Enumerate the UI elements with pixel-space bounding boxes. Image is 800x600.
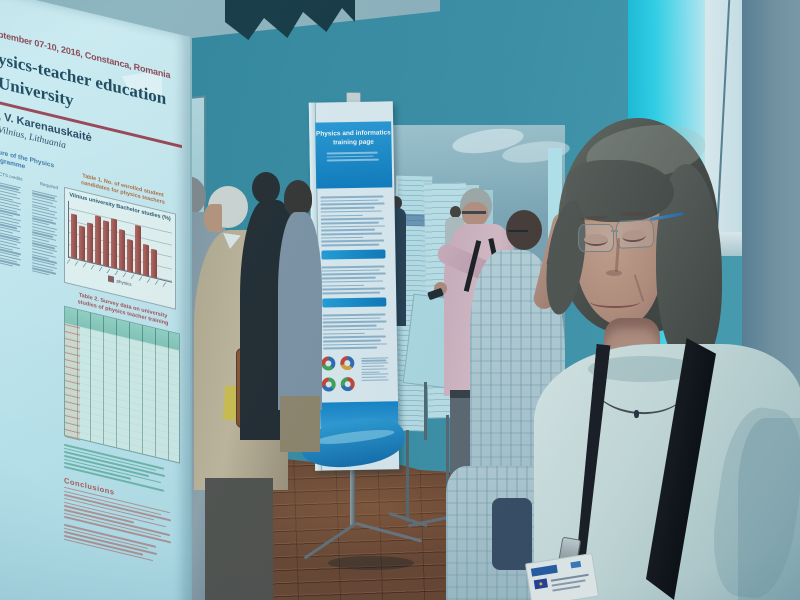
stand-shadow — [328, 556, 414, 570]
body-text-lines — [361, 355, 389, 382]
poster-header: Physics and informatics training page — [315, 121, 393, 189]
woman-nostril-shadow — [606, 270, 622, 276]
eu-flag-star — [539, 582, 543, 586]
woman-eye — [584, 234, 608, 246]
necklace-pendant — [634, 410, 639, 418]
right-column: Table 1. No. of enrolled student candida… — [64, 169, 182, 571]
chart-bar — [103, 219, 109, 267]
legend-swatch — [108, 275, 115, 283]
chart-bar — [127, 239, 133, 273]
numbers-column — [0, 179, 22, 270]
legend-label: physics — [116, 277, 132, 287]
background-attendee-2 — [450, 206, 461, 218]
header-title-line1: Physics and informatics — [315, 129, 391, 138]
donut — [321, 356, 336, 371]
table-row-labels — [65, 323, 80, 441]
chart-bar — [151, 248, 157, 279]
woman-shoulder-shading — [738, 418, 800, 600]
badge-title-bar — [530, 564, 558, 577]
attendee-grey-top-hair — [284, 180, 312, 216]
donut — [340, 376, 355, 391]
header-sublines — [327, 151, 380, 162]
donut-chart-grid — [321, 356, 358, 393]
chart-bar — [135, 224, 141, 275]
section-bar-1 — [321, 249, 386, 260]
left-column: ture of the Physics ogramme ECTS credits… — [0, 148, 58, 279]
column-header-required: Required — [39, 180, 58, 191]
held-panel-pole — [424, 382, 427, 440]
body-text-lines — [320, 193, 387, 248]
badge-eu-flag — [533, 578, 548, 590]
donut — [340, 356, 355, 371]
donut-hole — [325, 380, 332, 388]
donut-hole — [325, 360, 332, 367]
section-bar-2 — [322, 297, 387, 308]
foreground-woman — [524, 117, 800, 600]
eyeglasses-right-lens — [615, 219, 655, 249]
chart-bar — [111, 217, 117, 269]
woman-hair-bangs — [566, 160, 674, 222]
eyeglasses-left-lens — [578, 224, 614, 252]
donut-hole — [344, 360, 351, 367]
eyeglasses-bridge — [611, 230, 618, 232]
attendee-tan-suit-trousers — [205, 478, 273, 600]
attendee-pink-shirt-face — [462, 202, 488, 226]
chart-bar — [79, 225, 85, 261]
attendee-tan-suit-face — [204, 204, 222, 232]
attendee-grey-top — [278, 212, 322, 410]
donut — [321, 376, 336, 392]
body-text-lines — [322, 311, 389, 351]
chart-bar — [87, 222, 93, 263]
chart-bar — [71, 213, 77, 259]
badge-text-line — [552, 585, 581, 592]
eyeglasses-line — [508, 230, 528, 232]
column-header-ects: ECTS credits — [0, 170, 23, 182]
poster-stand-pole — [406, 430, 409, 522]
chart-bar — [143, 243, 149, 277]
donut-hole — [344, 380, 351, 387]
poster-stand-pole — [350, 466, 355, 526]
badge-logo-dot — [570, 560, 582, 569]
left-poster: ptember 07-10, 2016, Constanca, Romania … — [0, 0, 192, 600]
chart-bar — [119, 229, 125, 271]
data-table — [64, 305, 180, 464]
header-title-line2: training page — [333, 138, 374, 146]
attendee-black-shirt-head — [252, 172, 280, 204]
center-poster: Physics and informatics training page — [298, 101, 408, 474]
woman-smile — [590, 296, 640, 308]
eyeglasses-line — [462, 211, 486, 214]
navy-bag — [492, 498, 532, 570]
numbers-column — [32, 188, 58, 279]
chart-bar — [95, 215, 101, 265]
attendee-grey-top-skirt — [280, 396, 320, 452]
poster-stand-pole — [446, 415, 449, 515]
body-text-lines — [321, 263, 389, 296]
